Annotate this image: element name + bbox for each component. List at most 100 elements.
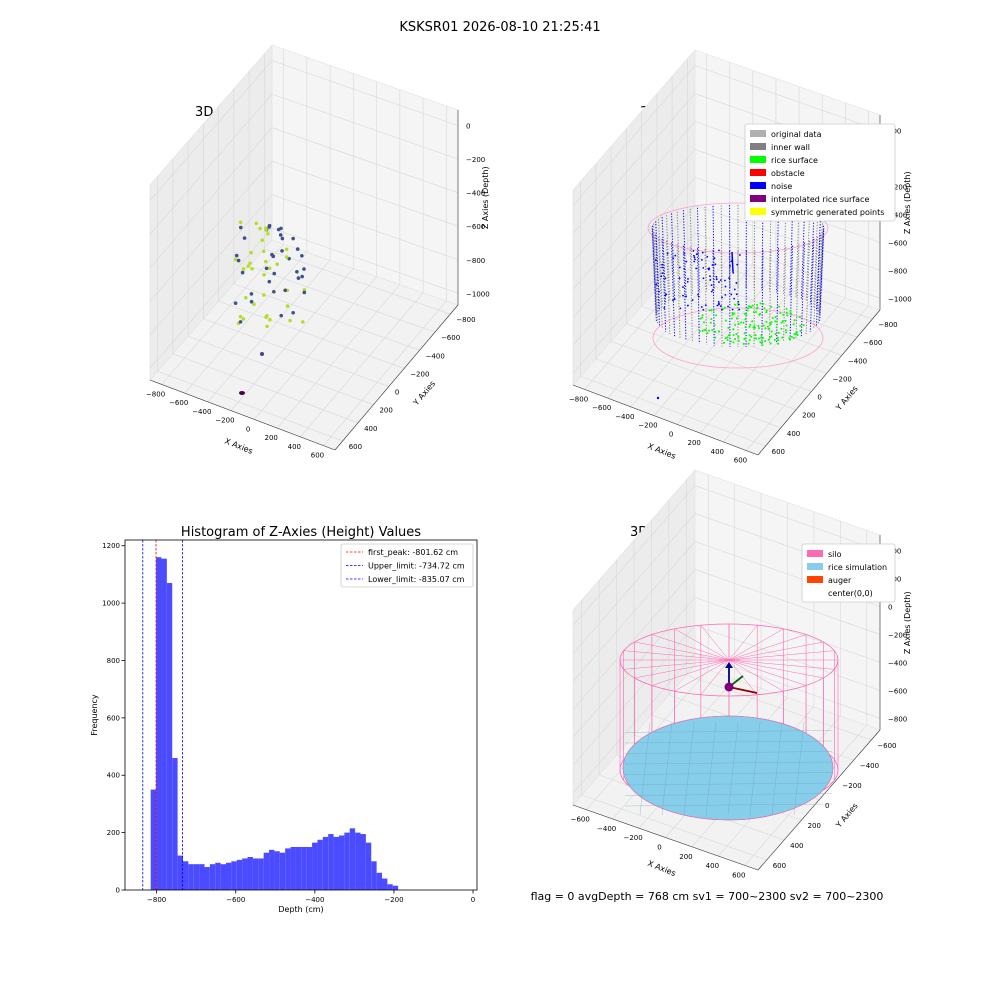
- grid-x: [653, 273, 777, 416]
- z-tick-label: −200: [888, 184, 907, 192]
- rice-surface-point: [771, 317, 774, 320]
- x-tick-label: 200: [265, 434, 278, 442]
- noise-point: [687, 278, 689, 280]
- rice-surface-point: [714, 336, 717, 339]
- x-tick-label: 600: [732, 871, 745, 879]
- data-point: [285, 304, 290, 308]
- histogram-bar: [150, 789, 157, 890]
- grid-z-left: [572, 149, 696, 290]
- y-tick-label: 0: [395, 389, 399, 397]
- histogram-bar: [226, 862, 232, 890]
- silo-roof-wire: [634, 641, 730, 661]
- histogram-bar: [349, 828, 356, 890]
- histogram-bar: [279, 852, 286, 890]
- y-tick-label: −400: [426, 352, 445, 360]
- noise-point: [715, 275, 718, 278]
- data-point: [267, 266, 272, 271]
- rice-surface-point: [788, 338, 791, 341]
- x-tick-label: −600: [571, 816, 590, 824]
- data-point: [265, 324, 269, 329]
- rice-surface-point: [727, 326, 730, 329]
- x-tick-label: 400: [706, 862, 719, 870]
- data-point: [270, 252, 274, 257]
- wall-column: [653, 223, 659, 313]
- data-point: [302, 290, 307, 295]
- status-line: flag = 0 avgDepth = 768 cm sv1 = 700~230…: [531, 890, 884, 903]
- legend-swatch: [750, 182, 766, 189]
- raw-data-3d-plot: 3D Plot of Silo Interior(row data)−800−6…: [146, 44, 490, 460]
- x-tick-label: 0: [669, 430, 673, 438]
- rice-surface-point: [765, 309, 768, 312]
- histogram-bar: [338, 835, 345, 890]
- legend-label: center(0,0): [828, 589, 873, 598]
- rice-surface-point: [789, 309, 792, 312]
- silo-roof-wire: [728, 641, 824, 661]
- noise-point: [700, 258, 703, 261]
- rice-surface-point: [730, 317, 733, 320]
- wall-column: [809, 217, 815, 305]
- x-axis-label: X Axies: [223, 436, 254, 455]
- grid-y: [580, 375, 766, 447]
- rice-surface-point: [749, 323, 752, 326]
- data-point: [284, 247, 289, 252]
- legend-swatch: [807, 563, 823, 570]
- data-point: [233, 257, 238, 262]
- legend-label: auger: [828, 576, 852, 585]
- rice-surface-point: [790, 313, 793, 316]
- histogram-bar: [177, 855, 183, 890]
- noise-point: [685, 295, 687, 298]
- y-tick-label: 400: [787, 430, 800, 438]
- noise-point: [702, 308, 705, 311]
- legend-label: Upper_limit: -734.72 cm: [368, 562, 465, 571]
- rice-mesh-line: [639, 721, 651, 816]
- histogram-bar: [274, 851, 280, 890]
- silo-roof-wire: [651, 634, 730, 661]
- silo-roof-wire: [651, 659, 730, 686]
- rice-surface-point: [762, 302, 765, 305]
- wall-column: [676, 211, 681, 298]
- wall-column: [655, 234, 661, 327]
- data-point: [262, 293, 266, 297]
- y-tick-label: 1200: [102, 542, 120, 550]
- x-tick-label: −800: [569, 395, 588, 403]
- rice-surface-point: [726, 336, 729, 339]
- z-tick-label: −1000: [888, 295, 912, 303]
- z-tick-label: −600: [888, 239, 907, 247]
- legend-swatch: [750, 156, 766, 163]
- x-tick-label: 200: [679, 853, 692, 861]
- rice-surface-point: [798, 315, 801, 318]
- silo-roof-wire: [674, 659, 730, 692]
- grid-z-left: [572, 597, 696, 738]
- silo-roof-wire: [623, 659, 730, 670]
- y-tick-label: −800: [878, 321, 897, 329]
- rice-mesh-line: [727, 721, 739, 816]
- data-point: [258, 226, 262, 231]
- grid-z-left: [572, 513, 696, 654]
- rice-surface-point: [711, 328, 714, 331]
- silo-roof-wire: [674, 628, 730, 661]
- grid-y: [595, 358, 781, 429]
- rice-surface-point: [750, 335, 753, 338]
- legend-label: original data: [771, 130, 822, 139]
- data-point: [262, 272, 266, 277]
- histogram-bar: [220, 864, 227, 890]
- data-point: [246, 264, 251, 268]
- data-point: [264, 266, 269, 271]
- histogram-bar: [355, 832, 361, 890]
- histogram-bar: [306, 846, 313, 890]
- rice-surface-point: [744, 337, 747, 340]
- data-point: [263, 259, 268, 264]
- rice-surface-point: [769, 322, 772, 325]
- rice-surface-point: [734, 323, 737, 326]
- rice-surface-point: [796, 334, 799, 337]
- rice-mesh-line: [771, 721, 783, 816]
- silo-roof-wire: [728, 659, 824, 679]
- rice-surface-point: [781, 336, 784, 339]
- noise-point: [679, 307, 682, 310]
- histogram-bar: [365, 842, 372, 890]
- x-tick-label: 200: [688, 439, 701, 447]
- grid-z-left: [572, 177, 696, 318]
- rice-mesh-line: [683, 721, 695, 816]
- y-tick-label: 200: [107, 829, 120, 837]
